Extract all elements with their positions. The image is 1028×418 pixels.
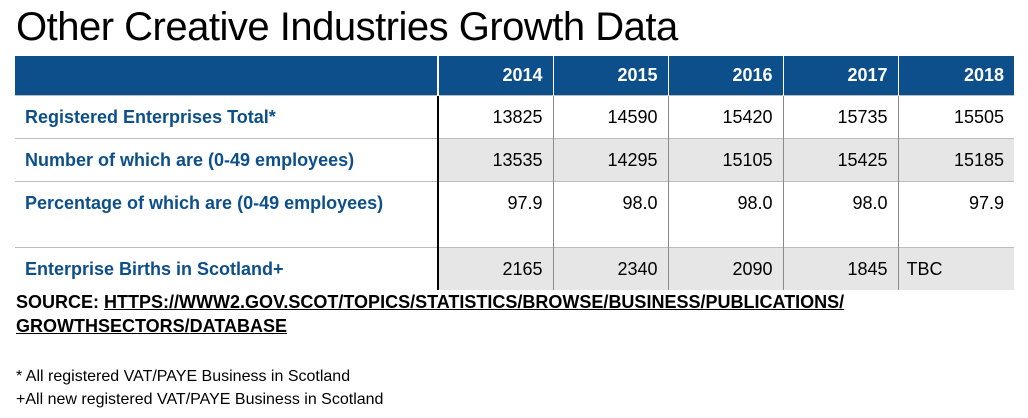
table-cell: 97.9 (898, 181, 1014, 248)
table-row-small-enterprises: Number of which are (0-49 employees) 135… (15, 138, 1014, 182)
row-label: Registered Enterprises Total* (15, 95, 439, 139)
table-cell: 15425 (783, 138, 899, 182)
year-header-2018: 2018 (898, 56, 1014, 96)
page-title: Other Creative Industries Growth Data (16, 5, 678, 49)
table-header-row: 2014 2015 2016 2017 2018 (15, 56, 1014, 96)
row-label: Number of which are (0-49 employees) (15, 138, 439, 182)
table-cell: 15735 (783, 95, 899, 139)
table-cell: 98.0 (783, 181, 899, 248)
year-header-2017: 2017 (783, 56, 899, 96)
row-label: Percentage of which are (0-49 employees) (15, 181, 439, 248)
table-cell: 15505 (898, 95, 1014, 139)
table-cell: TBC (898, 247, 1014, 290)
table-cell: 98.0 (553, 181, 669, 248)
table-cell: 98.0 (668, 181, 784, 248)
source-note: SOURCE: HTTPS://WWW2.GOV.SCOT/TOPICS/STA… (16, 290, 1006, 338)
growth-data-table: 2014 2015 2016 2017 2018 Registered Ente… (15, 56, 1014, 290)
year-header-2016: 2016 (668, 56, 784, 96)
table-header-corner (15, 56, 439, 96)
table-cell: 14295 (553, 138, 669, 182)
year-header-2015: 2015 (553, 56, 669, 96)
table-cell: 2090 (668, 247, 784, 290)
table-row-enterprise-births: Enterprise Births in Scotland+ 2165 2340… (15, 247, 1014, 290)
table-cell: 15420 (668, 95, 784, 139)
table-cell: 97.9 (438, 181, 554, 248)
year-header-2014: 2014 (438, 56, 554, 96)
table-row-small-enterprise-percentage: Percentage of which are (0-49 employees)… (15, 181, 1014, 248)
table-cell: 13535 (438, 138, 554, 182)
footnote-registered-businesses: * All registered VAT/PAYE Business in Sc… (16, 368, 351, 385)
table-cell: 2340 (553, 247, 669, 290)
source-link[interactable]: HTTPS://WWW2.GOV.SCOT/TOPICS/STATISTICS/… (16, 292, 845, 336)
table-cell: 15185 (898, 138, 1014, 182)
row-label: Enterprise Births in Scotland+ (15, 247, 439, 290)
table-cell: 14590 (553, 95, 669, 139)
source-prefix: SOURCE: (16, 292, 100, 312)
table-cell: 13825 (438, 95, 554, 139)
table-cell: 1845 (783, 247, 899, 290)
table-cell: 15105 (668, 138, 784, 182)
footnote-new-businesses: +All new registered VAT/PAYE Business in… (16, 391, 384, 408)
table-cell: 2165 (438, 247, 554, 290)
table-row-registered-enterprises: Registered Enterprises Total* 13825 1459… (15, 95, 1014, 139)
